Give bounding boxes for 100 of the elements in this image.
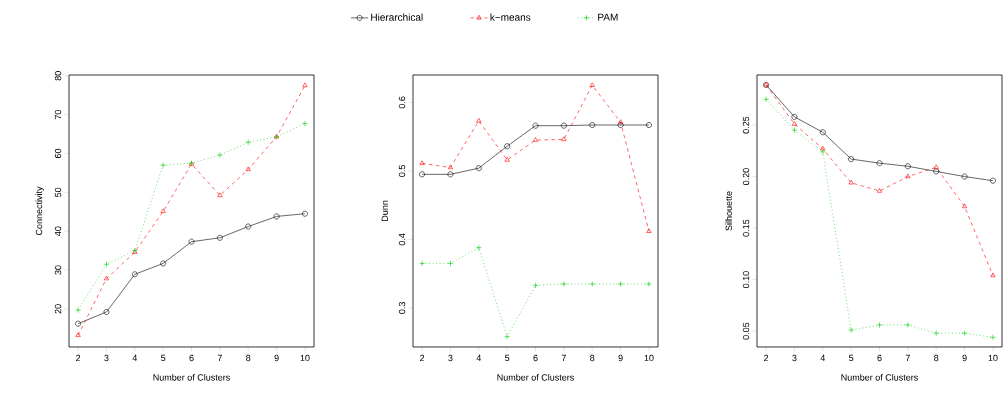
point: [419, 171, 425, 178]
y-tick-label: 20: [54, 304, 62, 314]
point: [617, 281, 624, 287]
point: [618, 119, 624, 124]
point: [245, 166, 251, 172]
point: [933, 164, 939, 169]
point: [447, 171, 454, 178]
point: [273, 213, 280, 220]
point: [791, 127, 798, 134]
y-tick-label: 70: [54, 109, 62, 120]
point: [419, 160, 425, 165]
point: [302, 82, 308, 88]
x-tick-label: 5: [161, 354, 166, 362]
y-tick-label: 40: [54, 226, 62, 236]
point: [848, 156, 855, 162]
x-tick-label: 5: [505, 354, 510, 362]
point: [904, 322, 911, 328]
point: [990, 272, 996, 278]
point: [933, 168, 940, 175]
point: [561, 136, 567, 141]
point: [820, 145, 826, 151]
point: [216, 152, 223, 158]
point: [990, 177, 996, 184]
legend-label: PAM: [598, 13, 618, 21]
x-tick-label: 10: [300, 354, 310, 362]
y-tick-label: 0.10: [742, 271, 750, 289]
point: [905, 173, 911, 179]
point: [933, 330, 940, 337]
point: [961, 173, 968, 180]
x-tick-label: 10: [988, 354, 998, 362]
point: [589, 82, 595, 87]
x-tick-label: 8: [590, 354, 595, 362]
x-tick-label: 2: [764, 354, 769, 362]
x-tick-label: 7: [905, 354, 910, 361]
point: [791, 121, 797, 126]
x-tick-label: 6: [533, 354, 538, 362]
y-tick-label: 0.20: [742, 168, 750, 185]
y-tick-label: 0.6: [398, 96, 406, 109]
point: [217, 192, 223, 198]
y-tick-label: 0.5: [398, 165, 406, 177]
point: [103, 309, 110, 315]
point: [160, 260, 167, 267]
point: [103, 261, 110, 268]
point: [160, 208, 166, 213]
y-tick-label: 80: [54, 71, 62, 81]
point: [646, 228, 652, 233]
x-tick-label: 8: [934, 354, 939, 362]
point: [819, 148, 826, 155]
point: [876, 160, 883, 167]
point: [504, 333, 511, 340]
x-tick-label: 2: [420, 354, 425, 362]
x-tick-label: 9: [274, 354, 279, 362]
y-tick-label: 0.05: [742, 322, 750, 340]
x-tick-label: 10: [644, 354, 654, 362]
point: [302, 210, 308, 217]
y-tick-label: 0.4: [398, 233, 406, 246]
x-tick-label: 3: [792, 354, 797, 362]
point: [962, 203, 968, 209]
x-tick-label: 4: [132, 354, 138, 361]
x-tick-label: 6: [189, 354, 194, 362]
point: [160, 162, 167, 169]
point: [504, 143, 511, 150]
point: [819, 129, 826, 136]
point: [904, 163, 911, 170]
point: [876, 322, 883, 328]
point: [103, 275, 109, 281]
point: [75, 307, 81, 313]
x-tick-label: 2: [76, 354, 81, 362]
point: [75, 332, 81, 337]
point: [475, 165, 482, 172]
point: [617, 122, 624, 128]
x-tick-label: 3: [104, 354, 109, 362]
point: [476, 118, 482, 123]
y-tick-label: 50: [54, 187, 62, 197]
x-tick-label: 9: [618, 354, 623, 362]
point: [589, 122, 596, 128]
point: [245, 223, 252, 230]
y-tick-label: 0.3: [398, 302, 406, 314]
point: [216, 234, 223, 241]
x-tick-label: 4: [820, 354, 826, 361]
point: [131, 271, 138, 278]
x-tick-label: 9: [962, 354, 967, 362]
point: [646, 122, 652, 128]
x-tick-label: 3: [448, 354, 453, 362]
point: [302, 120, 308, 127]
y-axis-title: Dunn: [381, 200, 388, 222]
x-axis-title: Number of Clusters: [153, 374, 230, 381]
point: [560, 122, 567, 129]
point: [646, 281, 652, 287]
x-tick-label: 8: [246, 354, 251, 362]
legend-label: Hierarchical: [371, 13, 423, 21]
point: [961, 330, 968, 337]
y-tick-label: 30: [54, 265, 62, 275]
point: [876, 188, 883, 193]
point: [419, 260, 425, 267]
point: [504, 157, 510, 162]
x-tick-label: 5: [849, 354, 854, 362]
point: [763, 96, 769, 103]
legend-label: k−means: [490, 13, 531, 21]
point: [990, 334, 996, 341]
